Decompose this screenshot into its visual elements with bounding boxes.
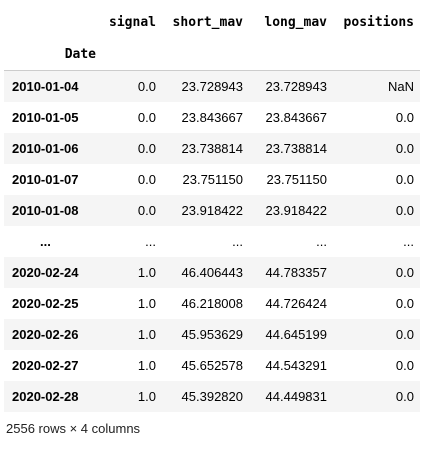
table-row: 2010-01-07 0.0 23.751150 23.751150 0.0 — [4, 164, 420, 195]
cell-long-mav: 23.918422 — [265, 203, 327, 218]
cell-positions: 0.0 — [395, 141, 414, 156]
cell-short-mav: 23.843667 — [181, 110, 243, 125]
cell-short-mav: ... — [232, 234, 243, 249]
cell-long-mav: 23.728943 — [265, 79, 327, 94]
row-index-label: ... — [40, 234, 51, 249]
table-body: 2010-01-04 0.0 23.728943 23.728943 NaN 2010-0… — [4, 70, 420, 412]
cell-long-mav: 44.726424 — [265, 296, 327, 311]
table-row: 2010-01-05 0.0 23.843667 23.843667 0.0 — [4, 102, 420, 133]
table-row: 2020-02-26 1.0 45.953629 44.645199 0.0 — [4, 319, 420, 350]
header-corner — [4, 6, 102, 38]
cell-long-mav: 44.783357 — [265, 265, 327, 280]
cell-short-mav: 45.392820 — [181, 389, 243, 404]
cell-positions: 0.0 — [395, 110, 414, 125]
cell-positions: 0.0 — [395, 358, 414, 373]
dataframe-output: signal short_mav long_mav positions Date… — [4, 6, 432, 412]
cell-positions: 0.0 — [395, 296, 414, 311]
row-index-label: 2020-02-24 — [12, 265, 79, 280]
cell-long-mav: 44.645199 — [265, 327, 327, 342]
cell-long-mav: 44.449831 — [265, 389, 327, 404]
row-index-label: 2020-02-28 — [12, 389, 79, 404]
table-row: 2020-02-27 1.0 45.652578 44.543291 0.0 — [4, 350, 420, 381]
ellipsis-row: ............... — [4, 226, 420, 257]
cell-signal: 1.0 — [137, 265, 156, 280]
row-index-label: 2010-01-05 — [12, 110, 79, 125]
cell-short-mav: 23.738814 — [181, 141, 243, 156]
cell-positions: 0.0 — [395, 172, 414, 187]
cell-positions: NaN — [387, 79, 414, 94]
cell-positions: 0.0 — [395, 203, 414, 218]
table-row: 2020-02-28 1.0 45.392820 44.449831 0.0 — [4, 381, 420, 412]
cell-signal: 0.0 — [137, 79, 156, 94]
cell-positions: 0.0 — [395, 265, 414, 280]
cell-long-mav: 23.843667 — [265, 110, 327, 125]
cell-long-mav: 23.738814 — [265, 141, 327, 156]
cell-long-mav: ... — [316, 234, 327, 249]
dataframe-shape-label: 2556 rows × 4 columns — [6, 421, 141, 436]
index-name-row: Date — [4, 38, 420, 71]
cell-short-mav: 23.918422 — [181, 203, 243, 218]
cell-signal: 0.0 — [137, 141, 156, 156]
cell-signal: 0.0 — [137, 203, 156, 218]
row-index-label: 2020-02-26 — [12, 327, 79, 342]
cell-positions: 0.0 — [395, 327, 414, 342]
table-row: 2010-01-08 0.0 23.918422 23.918422 0.0 — [4, 195, 420, 226]
cell-signal: 1.0 — [137, 358, 156, 373]
cell-signal: 1.0 — [137, 327, 156, 342]
cell-signal: 1.0 — [137, 389, 156, 404]
index-name-header: Date — [4, 38, 102, 71]
row-index-label: 2010-01-06 — [12, 141, 79, 156]
dataframe-table: signal short_mav long_mav positions Date… — [4, 6, 420, 412]
table-row: 2010-01-06 0.0 23.738814 23.738814 0.0 — [4, 133, 420, 164]
cell-positions: ... — [403, 234, 414, 249]
table-row: 2020-02-24 1.0 46.406443 44.783357 0.0 — [4, 257, 420, 288]
row-index-label: 2020-02-27 — [12, 358, 79, 373]
cell-short-mav: 46.218008 — [181, 296, 243, 311]
row-index-label: 2010-01-08 — [12, 203, 79, 218]
cell-short-mav: 23.728943 — [181, 79, 243, 94]
cell-positions: 0.0 — [395, 389, 414, 404]
table-header: signal short_mav long_mav positions Date — [4, 6, 420, 71]
row-index-label: 2020-02-25 — [12, 296, 79, 311]
column-header-signal: signal — [109, 14, 156, 30]
cell-long-mav: 44.543291 — [265, 358, 327, 373]
column-header-short-mav: short_mav — [172, 14, 243, 30]
cell-signal: 0.0 — [137, 110, 156, 125]
cell-short-mav: 23.751150 — [182, 172, 244, 187]
cell-short-mav: 46.406443 — [181, 265, 243, 280]
table-row: 2020-02-25 1.0 46.218008 44.726424 0.0 — [4, 288, 420, 319]
cell-short-mav: 45.652578 — [181, 358, 243, 373]
cell-signal: ... — [145, 234, 156, 249]
table-row: 2010-01-04 0.0 23.728943 23.728943 NaN — [4, 70, 420, 102]
row-index-label: 2010-01-07 — [12, 172, 79, 187]
column-header-long-mav: long_mav — [264, 14, 327, 30]
cell-signal: 0.0 — [137, 172, 156, 187]
column-names-row: signal short_mav long_mav positions — [4, 6, 420, 38]
row-index-label: 2010-01-04 — [12, 79, 79, 94]
column-header-positions: positions — [343, 14, 414, 30]
cell-short-mav: 45.953629 — [181, 327, 243, 342]
cell-long-mav: 23.751150 — [266, 172, 328, 187]
cell-signal: 1.0 — [137, 296, 156, 311]
